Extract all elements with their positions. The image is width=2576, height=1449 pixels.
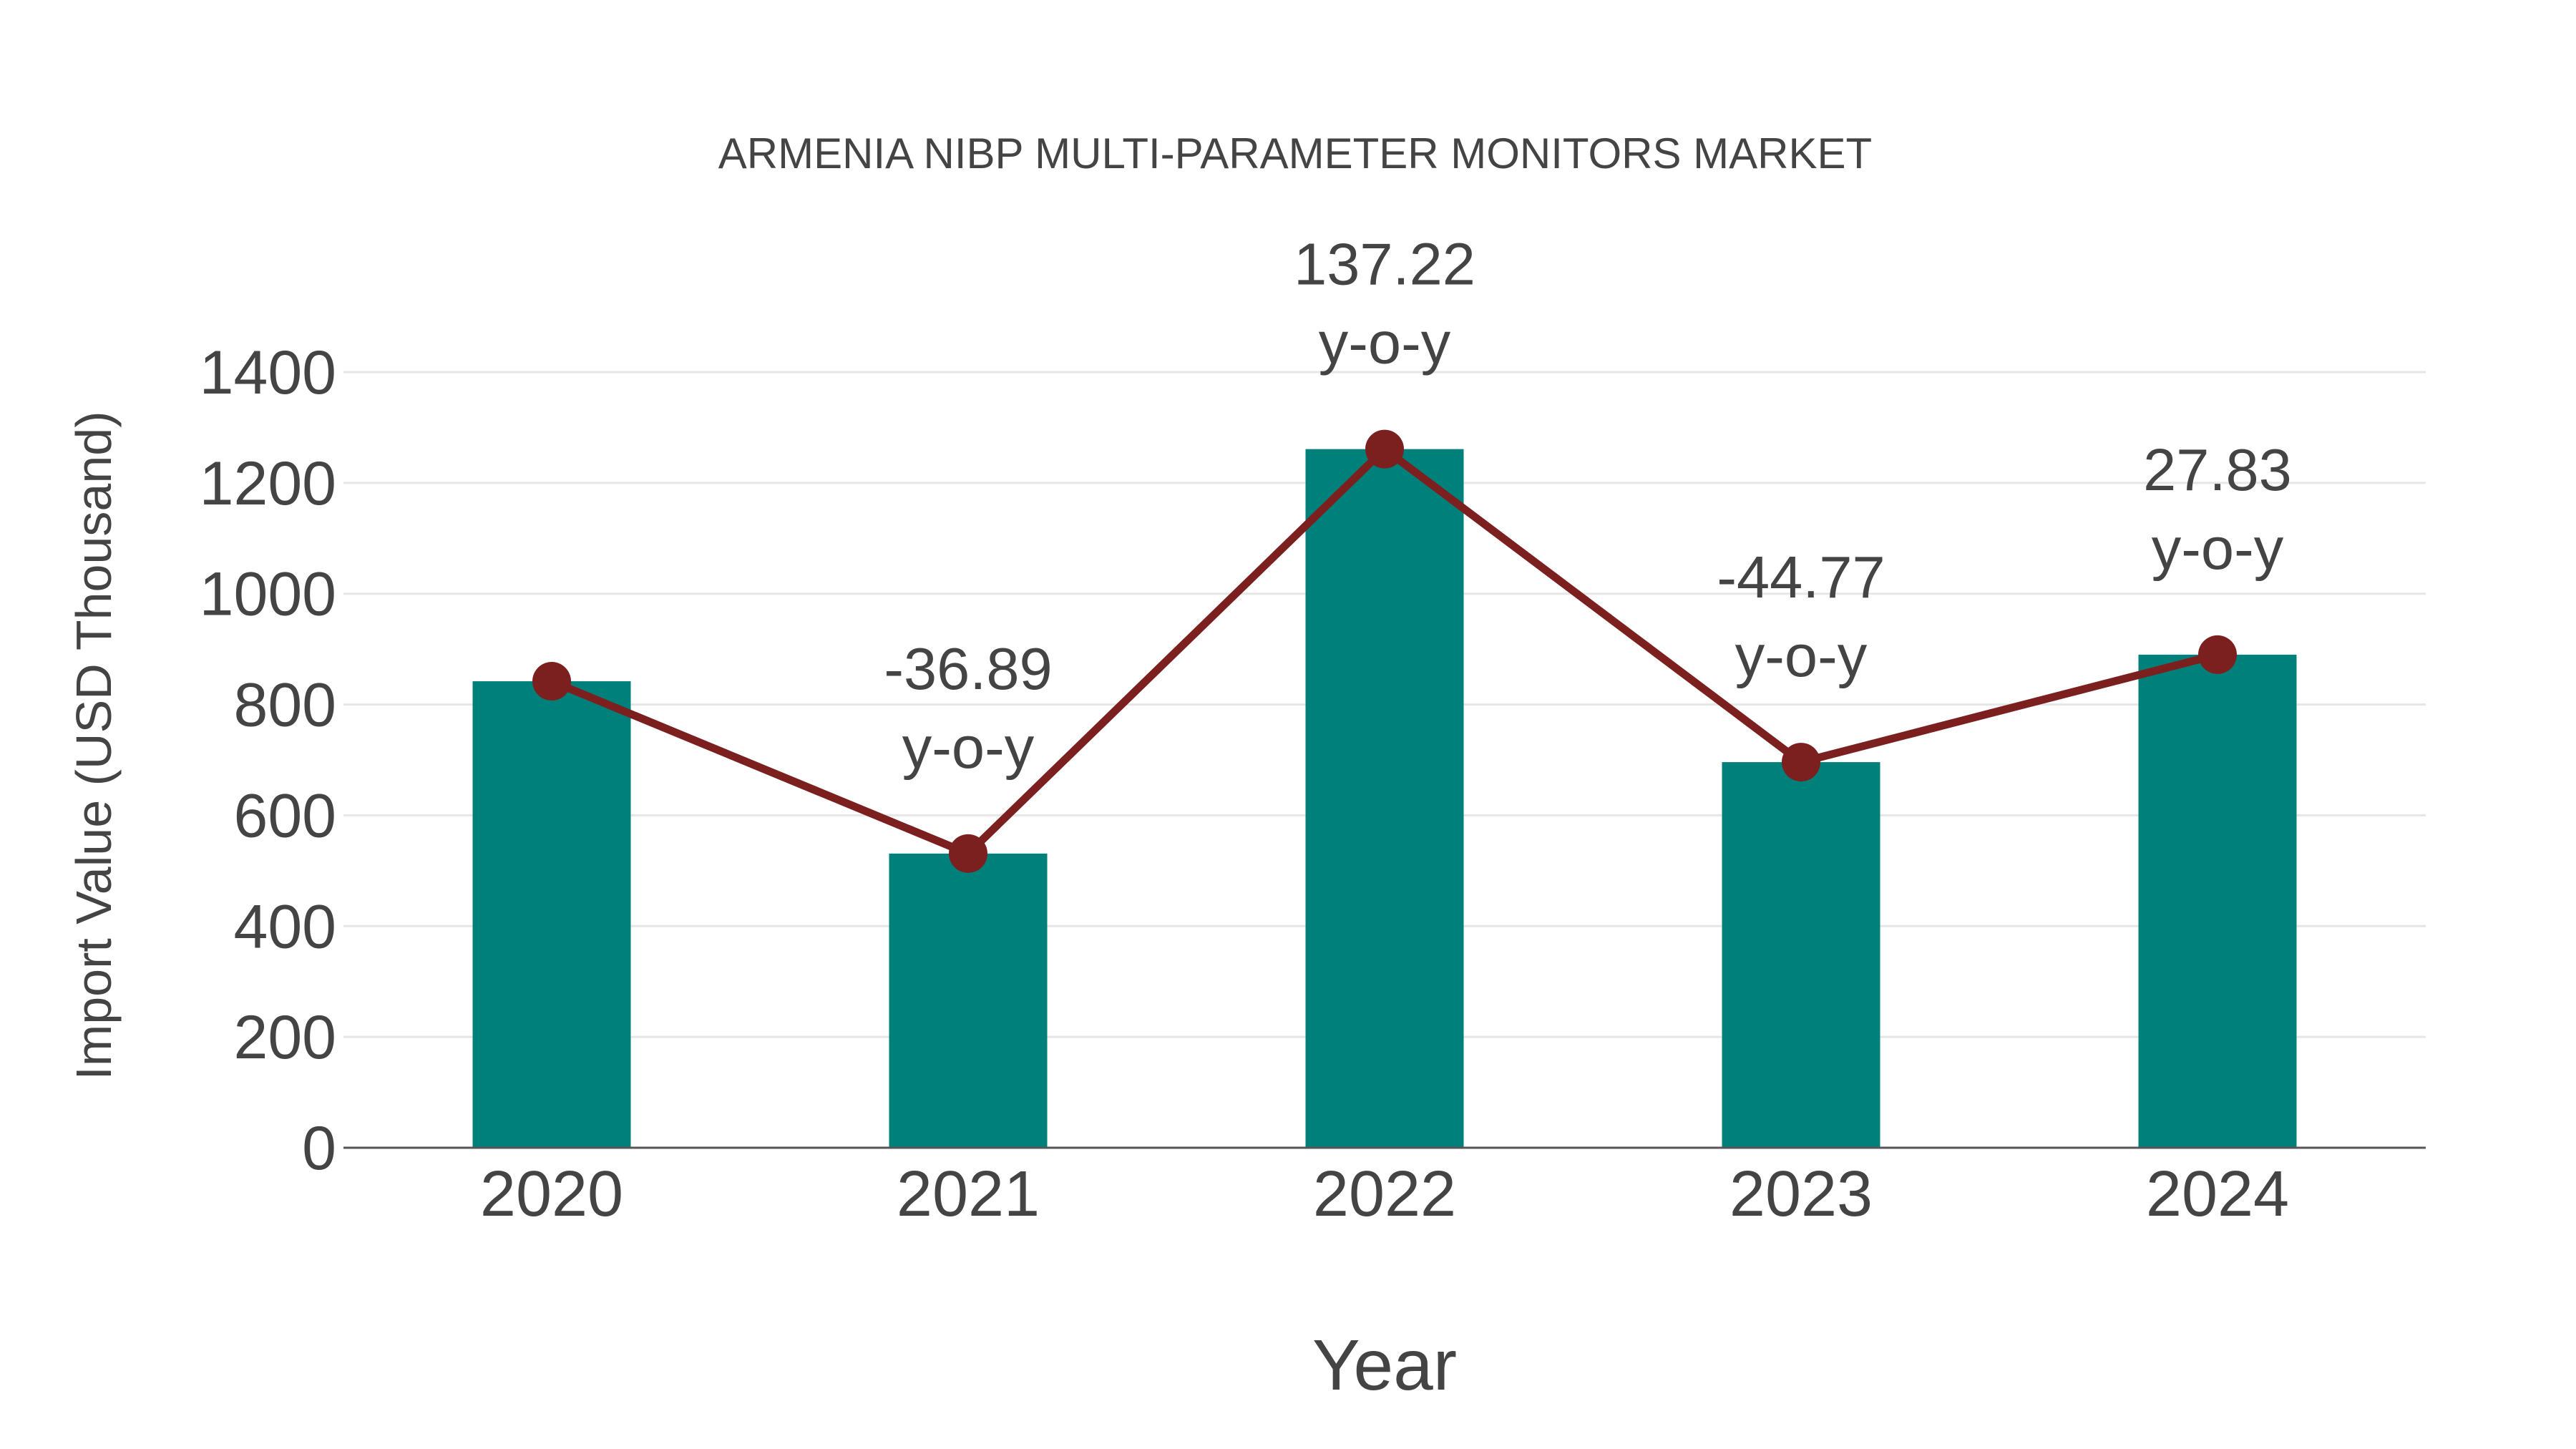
trend-marker: [949, 834, 987, 873]
yoy-value: -36.89: [884, 635, 1052, 702]
y-tick-label: 600: [234, 781, 337, 850]
x-tick-label: 2022: [1313, 1158, 1456, 1230]
yoy-annotation: -36.89 y-o-y: [884, 635, 1052, 781]
yoy-suffix: y-o-y: [1735, 623, 1868, 689]
x-tick-label: 2023: [1729, 1158, 1873, 1230]
bars: [472, 449, 2297, 1148]
trend-marker: [1782, 743, 1820, 782]
y-tick-label: 1400: [200, 338, 336, 407]
y-tick-label: 0: [302, 1114, 336, 1183]
bar-2020: [472, 681, 631, 1148]
x-tick-label: 2024: [2146, 1158, 2289, 1230]
trend-marker: [532, 662, 571, 701]
yoy-annotations: -36.89 y-o-y 137.22 y-o-y -44.77 y-o-y 27.83 y-…: [884, 231, 2292, 781]
yoy-value: 137.22: [1294, 231, 1475, 298]
y-tick-label: 1000: [200, 560, 336, 629]
trend-marker: [1365, 429, 1404, 469]
yoy-suffix: y-o-y: [1319, 310, 1451, 376]
y-axis-ticks: 0 200 400 600 800 1000 1200 1400: [200, 338, 336, 1183]
y-tick-label: 400: [234, 892, 337, 961]
x-axis-ticks: 2020 2021 2022 2023 2024: [480, 1158, 2289, 1230]
yoy-value: 27.83: [2143, 436, 2292, 503]
chart-title: ARMENIA NIBP MULTI-PARAMETER MONITORS MA…: [718, 130, 1872, 177]
bar-2021: [889, 853, 1048, 1148]
yoy-annotation: 27.83 y-o-y: [2143, 436, 2292, 582]
yoy-suffix: y-o-y: [902, 714, 1035, 781]
trend-line: [532, 429, 2237, 873]
yoy-annotation: 137.22 y-o-y: [1294, 231, 1475, 376]
bar-2024: [2138, 654, 2297, 1148]
trend-marker: [2198, 635, 2237, 674]
bar-2022: [1305, 449, 1464, 1148]
yoy-annotation: -44.77 y-o-y: [1717, 544, 1885, 689]
x-tick-label: 2021: [897, 1158, 1040, 1230]
y-tick-label: 1200: [200, 449, 336, 518]
y-tick-label: 200: [234, 1003, 337, 1072]
yoy-value: -44.77: [1717, 544, 1885, 610]
x-axis-title: Year: [1312, 1325, 1457, 1405]
bar-2023: [1722, 762, 1880, 1148]
y-axis-title: Import Value (USD Thousand): [66, 411, 122, 1080]
yoy-suffix: y-o-y: [2152, 515, 2284, 582]
x-tick-label: 2020: [480, 1158, 623, 1230]
y-tick-label: 800: [234, 671, 337, 740]
